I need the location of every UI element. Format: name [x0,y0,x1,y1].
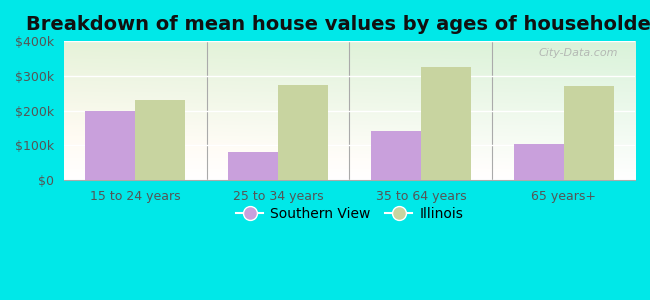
Bar [278,85,328,180]
Text: City-Data.com: City-Data.com [538,48,618,58]
Legend: Southern View, Illinois: Southern View, Illinois [230,201,469,226]
Bar [564,85,614,180]
Bar [85,111,135,180]
Bar [228,152,278,180]
Bar [514,144,564,180]
Bar [135,100,185,180]
Bar [371,131,421,180]
Bar [421,67,471,180]
Title: Breakdown of mean house values by ages of householders: Breakdown of mean house values by ages o… [27,15,650,34]
